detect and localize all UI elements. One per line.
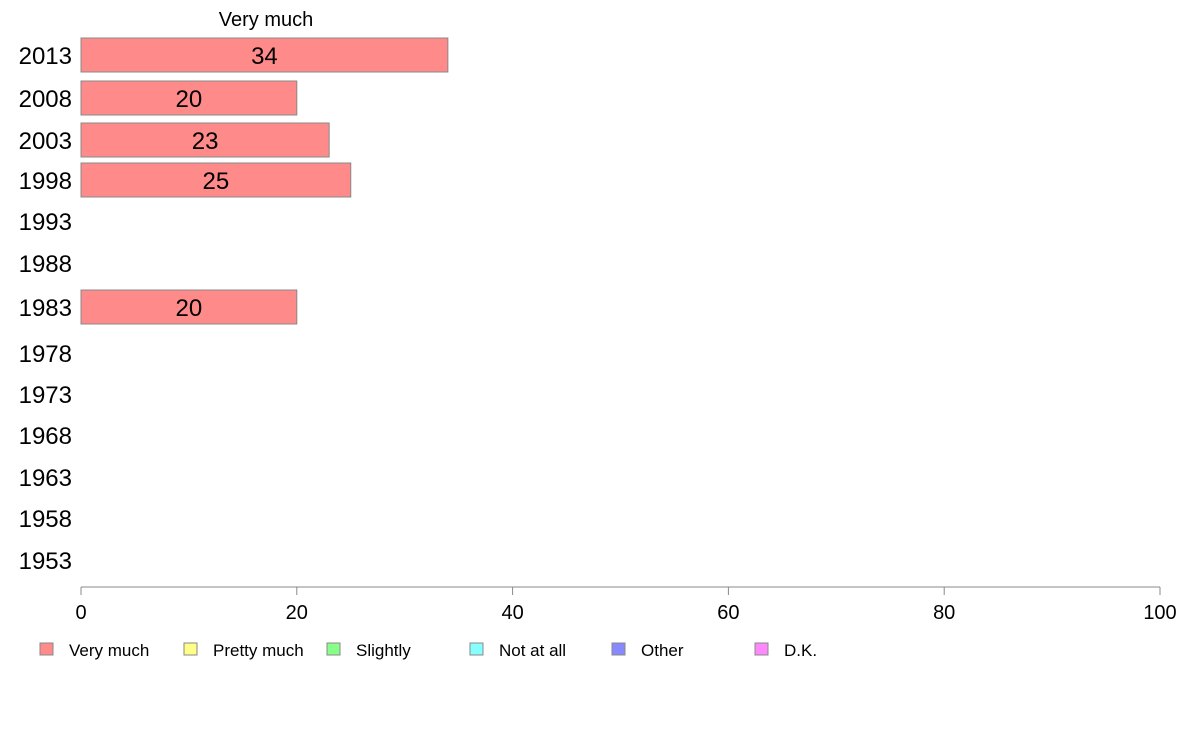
legend-label-4: Other [641,641,684,660]
bar-value-label-1998: 25 [203,168,230,195]
legend-swatch-0 [39,642,54,656]
bars: 34 20 23 25 20 [80,37,449,325]
x-tick-label-0: 0 [75,602,86,624]
legend: Very much Pretty much Slightly Not at all Ot… [39,641,817,660]
category-label-2013: 2013 [19,43,72,70]
legend-label-0: Very much [69,641,149,660]
bar-1983 [80,289,298,325]
legend-swatch-1 [183,642,198,656]
category-label-1958: 1958 [19,506,72,533]
legend-swatch-2 [326,642,341,656]
bar-2008 [80,80,298,116]
legend-label-1: Pretty much [213,641,304,660]
legend-label-3: Not at all [499,641,566,660]
legend-label-5: D.K. [784,641,817,660]
column-title: Very much [219,9,313,31]
legend-swatch-5 [754,642,769,656]
x-axis: 0 20 40 60 80 100 [75,586,1177,624]
category-label-1973: 1973 [19,382,72,409]
category-label-1968: 1968 [19,423,72,450]
category-label-2003: 2003 [19,128,72,155]
x-tick-label-60: 60 [717,602,739,624]
category-labels: 2013 2008 2003 1998 1993 1988 1983 1978 1973 1968… [19,43,72,575]
legend-swatch-4 [611,642,626,656]
bar-2013 [80,37,449,73]
legend-swatch-3 [469,642,484,656]
bar-value-label-1983: 20 [176,295,203,322]
category-label-2008: 2008 [19,86,72,113]
category-label-1978: 1978 [19,341,72,368]
x-tick-label-40: 40 [501,602,523,624]
x-tick-label-100: 100 [1143,602,1176,624]
bar-1998 [80,162,352,198]
bar-2003 [80,122,330,158]
category-label-1983: 1983 [19,295,72,322]
category-label-1963: 1963 [19,465,72,492]
x-tick-label-80: 80 [933,602,955,624]
bar-value-label-2008: 20 [176,86,203,113]
category-label-1993: 1993 [19,209,72,236]
category-label-1988: 1988 [19,251,72,278]
bar-value-label-2013: 34 [251,43,278,70]
legend-label-2: Slightly [356,641,411,660]
x-tick-label-20: 20 [286,602,308,624]
bar-value-label-2003: 23 [192,128,219,155]
category-label-1953: 1953 [19,548,72,575]
category-label-1998: 1998 [19,168,72,195]
